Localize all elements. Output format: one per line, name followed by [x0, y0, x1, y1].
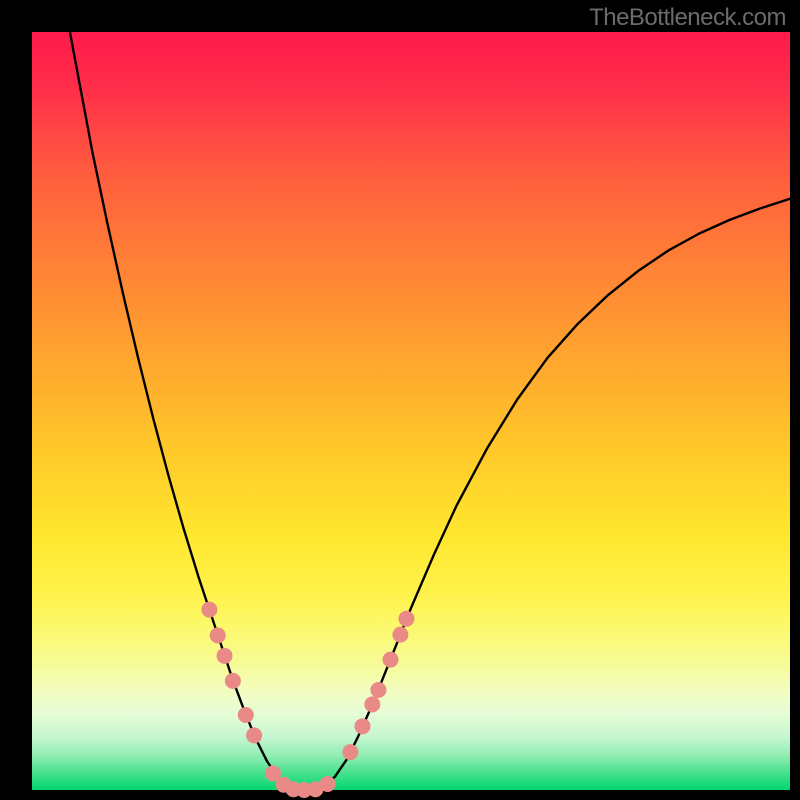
data-marker — [354, 718, 370, 734]
data-marker — [370, 682, 386, 698]
data-marker — [364, 696, 380, 712]
data-marker — [383, 652, 399, 668]
watermark-text: TheBottleneck.com — [589, 4, 786, 32]
data-marker — [225, 673, 241, 689]
chart-svg — [32, 32, 790, 790]
data-marker — [342, 744, 358, 760]
marker-group — [201, 602, 414, 798]
data-marker — [201, 602, 217, 618]
chart-container: TheBottleneck.com — [0, 0, 800, 800]
bottleneck-curve — [70, 32, 790, 790]
data-marker — [246, 727, 262, 743]
data-marker — [392, 627, 408, 643]
data-marker — [210, 627, 226, 643]
data-marker — [398, 611, 414, 627]
data-marker — [238, 707, 254, 723]
data-marker — [217, 648, 233, 664]
plot-area — [32, 32, 790, 790]
data-marker — [320, 776, 336, 792]
